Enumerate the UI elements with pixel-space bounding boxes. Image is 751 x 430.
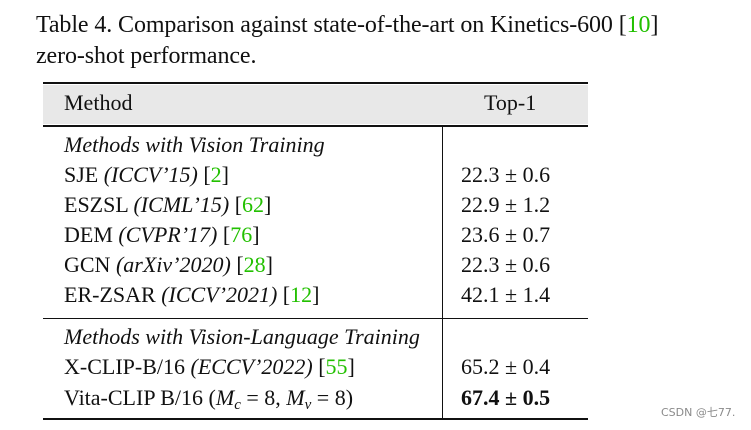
top-rule: [43, 82, 588, 84]
method-citation[interactable]: 2: [210, 162, 222, 187]
header-rule: [43, 125, 588, 127]
method-name: X-CLIP-B/16: [64, 354, 185, 379]
table-row: DEM (CVPR’17) [76]: [64, 222, 260, 247]
method-name: GCN: [64, 252, 111, 277]
watermark: CSDN @七77.: [661, 406, 736, 419]
method-citation[interactable]: 28: [243, 252, 266, 277]
score-cell: 23.6 ± 0.7: [461, 222, 551, 247]
header-top1: Top-1: [484, 90, 537, 115]
score-cell: 42.1 ± 1.4: [461, 282, 551, 307]
bottom-rule: [43, 418, 588, 420]
method-venue: (ICML’15): [133, 192, 230, 217]
header-method: Method: [64, 90, 133, 115]
score-cell: 65.2 ± 0.4: [461, 354, 551, 379]
method-name: ESZSL: [64, 192, 128, 217]
method-citation[interactable]: 62: [242, 192, 265, 217]
method-citation[interactable]: 12: [290, 282, 313, 307]
section-title-vision-language: Methods with Vision-Language Training: [64, 324, 420, 349]
method-citation[interactable]: 76: [230, 222, 253, 247]
table-row: ESZSL (ICML’15) [62]: [64, 192, 272, 217]
method-name: ER-ZSAR: [64, 282, 156, 307]
score-cell: 22.3 ± 0.6: [461, 162, 551, 187]
caption-text: Table 4. Comparison against state-of-the…: [36, 12, 627, 38]
table-caption: Table 4. Comparison against state-of-the…: [36, 10, 726, 72]
method-venue: (ICCV’2021): [161, 282, 278, 307]
method-params: (Mc = 8, Mv = 8): [208, 385, 354, 413]
table-row: Vita-CLIP B/16 (Mc = 8, Mv = 8): [64, 384, 353, 419]
method-citation[interactable]: 55: [325, 354, 348, 379]
header-row: [43, 85, 588, 124]
method-venue: (ECCV’2022): [190, 354, 313, 379]
caption-citation[interactable]: 10: [626, 12, 651, 38]
method-venue: (arXiv’2020): [115, 252, 231, 277]
table-row: ER-ZSAR (ICCV’2021) [12]: [64, 282, 320, 307]
score-cell-best: 67.4 ± 0.5: [461, 385, 551, 410]
table-row: GCN (arXiv’2020) [28]: [64, 252, 273, 277]
score-cell: 22.9 ± 1.2: [461, 192, 551, 217]
section-rule: [43, 318, 588, 319]
method-venue: (CVPR’17): [118, 222, 218, 247]
column-divider: [442, 126, 443, 418]
section-title-vision: Methods with Vision Training: [64, 132, 325, 157]
table-row: X-CLIP-B/16 (ECCV’2022) [55]: [64, 354, 355, 379]
caption-line2: zero-shot performance.: [36, 43, 257, 69]
score-cell: 22.3 ± 0.6: [461, 252, 551, 277]
caption-bracket: ]: [650, 12, 659, 38]
table-row: SJE (ICCV’15) [2]: [64, 162, 229, 187]
method-name: DEM: [64, 222, 113, 247]
method-name: SJE: [64, 162, 99, 187]
method-name: Vita-CLIP B/16: [64, 385, 204, 410]
method-venue: (ICCV’15): [103, 162, 198, 187]
